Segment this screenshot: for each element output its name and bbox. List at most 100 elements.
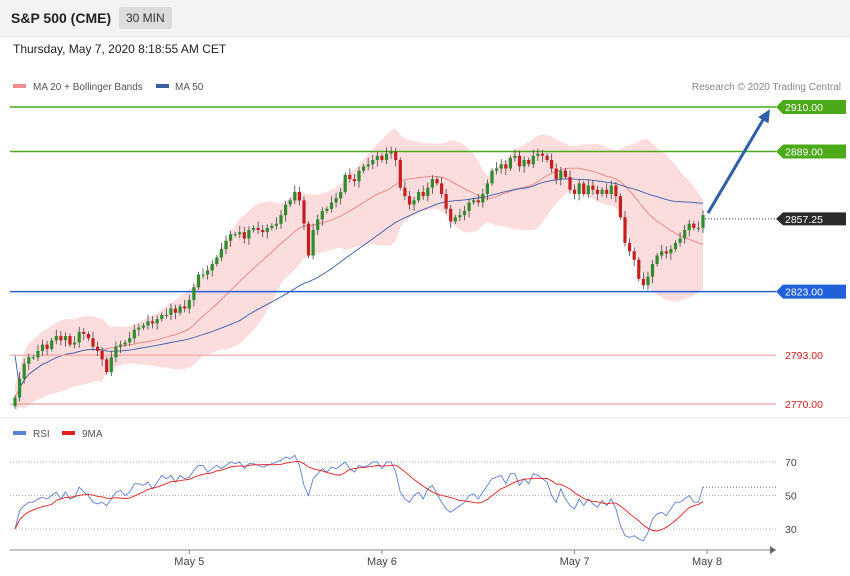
timeframe-badge[interactable]: 30 MIN: [119, 7, 172, 29]
candle-up: [655, 255, 659, 264]
candle-up: [215, 257, 219, 264]
legend-label-ma20: MA 20 + Bollinger Bands: [33, 82, 143, 93]
candle-up: [412, 200, 416, 205]
candle-up: [536, 153, 540, 156]
candle-up: [27, 357, 31, 364]
candle-up: [371, 160, 375, 165]
candle-up: [13, 397, 17, 407]
candle-up: [513, 155, 517, 158]
candle-down: [256, 227, 260, 230]
candle-up: [600, 189, 604, 194]
research-credit: Research © 2020 Trading Central: [692, 82, 841, 93]
candle-down: [623, 217, 627, 243]
candle-up: [669, 249, 673, 254]
candle-down: [398, 160, 402, 188]
candle-down: [637, 259, 641, 279]
rsi-9ma-line: [14, 461, 704, 532]
candle-up: [646, 276, 650, 286]
candle-up: [77, 331, 81, 343]
candle-down: [605, 189, 609, 194]
candle-up: [206, 270, 210, 275]
candle-down: [242, 232, 246, 239]
candle-up: [430, 179, 434, 188]
candle-up: [467, 202, 471, 211]
candle-down: [550, 160, 554, 169]
candle-down: [563, 170, 567, 177]
rsi-line: [14, 454, 704, 542]
candle-up: [247, 230, 251, 239]
candle-up: [31, 357, 35, 359]
candle-down: [435, 179, 439, 184]
candle-up: [650, 264, 655, 277]
candle-up: [678, 238, 682, 243]
candle-up: [137, 327, 141, 330]
candle-up: [609, 185, 613, 194]
projection-arrow: [706, 112, 769, 214]
chart-datetime: Thursday, May 7, 2020 8:18:55 AM CET: [13, 42, 227, 56]
candle-up: [270, 225, 274, 228]
candle-up: [375, 155, 379, 160]
candle-down: [476, 200, 480, 203]
x-tick-label: May 8: [692, 556, 722, 568]
candle-up: [229, 234, 233, 241]
legend-swatch-9ma: [62, 431, 75, 435]
candle-up: [155, 319, 159, 324]
candle-up: [18, 378, 22, 398]
legend-swatch-ma50: [156, 84, 169, 88]
candle-up: [146, 321, 150, 326]
candle-up: [233, 234, 237, 236]
candle-up: [311, 230, 315, 256]
candle-down: [692, 223, 696, 228]
candle-down: [91, 338, 95, 347]
candle-up: [696, 227, 700, 229]
candle-down: [504, 164, 508, 169]
candle-up: [178, 306, 182, 313]
candle-down: [527, 160, 531, 165]
candle-up: [366, 164, 370, 167]
candle-up: [169, 308, 173, 315]
candle-up: [293, 191, 297, 201]
resistance-level-label: 2889.00: [785, 147, 823, 159]
candle-down: [614, 185, 618, 197]
candle-down: [183, 306, 187, 309]
candle-up: [320, 210, 324, 220]
candle-down: [352, 179, 356, 182]
candle-up: [458, 215, 462, 218]
candle-down: [403, 187, 407, 197]
candle-down: [444, 194, 448, 209]
candle-up: [485, 183, 489, 194]
candle-down: [664, 251, 668, 254]
candle-up: [164, 314, 168, 316]
candle-up: [114, 346, 118, 358]
candle-up: [462, 210, 467, 216]
candle-up: [426, 187, 430, 197]
candle-down: [394, 151, 398, 161]
candle-up: [701, 215, 705, 228]
rsi-level-label: 70: [785, 457, 797, 469]
candle-down: [100, 351, 104, 360]
candle-up: [274, 223, 278, 226]
candle-down: [261, 230, 265, 233]
rsi-level-label: 30: [785, 524, 797, 536]
candle-up: [279, 215, 283, 224]
candle-down: [407, 196, 412, 205]
projection-arrowhead: [758, 109, 770, 124]
candle-up: [329, 202, 334, 209]
rsi-level-label: 50: [785, 491, 797, 503]
current-price-tag: [776, 212, 846, 226]
candle-up: [50, 340, 54, 349]
candle-up: [54, 336, 58, 341]
candle-up: [118, 344, 123, 347]
resistance-level-tag: [776, 100, 846, 114]
candle-up: [196, 274, 201, 288]
support-level-tag: [776, 284, 846, 299]
candle-up: [109, 357, 113, 373]
candle-down: [380, 155, 384, 160]
candle-up: [316, 219, 320, 230]
candle-down: [545, 155, 549, 160]
candle-up: [508, 157, 512, 169]
x-tick-label: May 7: [560, 556, 590, 568]
x-tick-label: May 5: [174, 556, 204, 568]
candle-up: [128, 338, 132, 343]
